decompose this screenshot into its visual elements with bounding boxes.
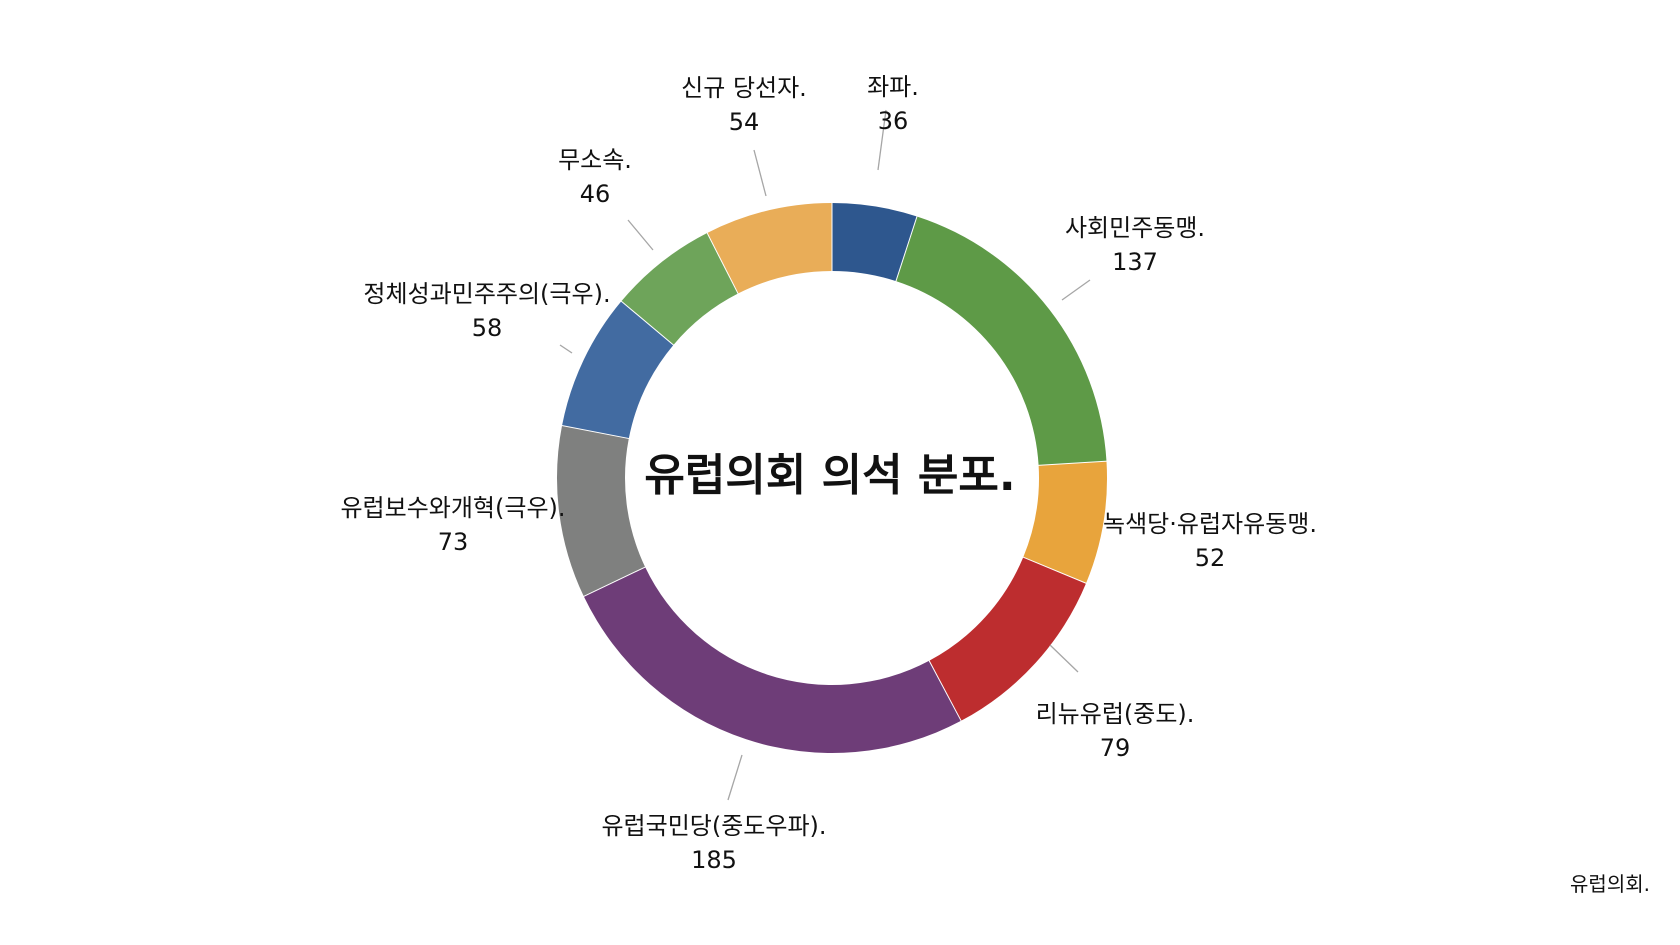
slice-separator-7 (560, 424, 630, 440)
chart-title: 유럽의회 의석 분포. (644, 450, 1015, 501)
slice-separator-8 (620, 300, 675, 346)
slice-label-name-9: 신규 당선자. (681, 74, 807, 102)
slice-label-name-5: 유럽국민당(중도우파). (601, 812, 826, 840)
slice-label-value-1: 36 (878, 107, 909, 135)
pie-slice-1 (832, 203, 917, 282)
slice-label-name-7: 정체성과민주주의(극우). (363, 280, 610, 308)
slice-label-value-8: 46 (580, 180, 611, 208)
slice-label-value-2: 137 (1112, 248, 1158, 276)
labels-layer: 좌파. 36 사회민주동맹. 137 녹색당·유럽자유동맹. 52 리뉴유럽(중도). 79 유… (340, 73, 1317, 874)
leader-lines-layer (559, 109, 1091, 801)
pie-slice-3 (1023, 461, 1107, 584)
slice-label-value-7: 58 (472, 314, 503, 342)
pie-slice-7 (562, 301, 674, 439)
slice-label-name-2: 사회민주동맹. (1065, 214, 1205, 242)
pie-slice-9 (707, 203, 832, 294)
source-note: 유럽의회. (1570, 872, 1650, 896)
slice-label-name-8: 무소속. (558, 146, 632, 174)
slice-separator-3 (1037, 460, 1108, 466)
leader-line-5 (727, 754, 743, 801)
slice-label-name-1: 좌파. (867, 73, 919, 101)
slice-separator-4 (1022, 556, 1088, 585)
leader-line-7 (559, 344, 573, 354)
slice-label-value-6: 73 (438, 528, 469, 556)
pie-slice-5 (583, 567, 962, 754)
slice-separator-6 (582, 566, 647, 598)
slice-label-value-3: 52 (1195, 544, 1226, 572)
pie-slice-2 (895, 216, 1107, 466)
slices-layer (557, 202, 1108, 754)
slice-label-name-4: 리뉴유럽(중도). (1036, 700, 1195, 728)
slice-separator-5 (928, 659, 963, 722)
pie-slice-8 (621, 232, 739, 345)
slice-label-name-3: 녹색당·유럽자유동맹. (1103, 510, 1317, 538)
leader-line-8 (627, 219, 654, 251)
pie-slice-6 (557, 425, 646, 597)
pie-slice-4 (929, 557, 1087, 721)
slice-separator-2 (895, 215, 918, 283)
leader-line-4 (1049, 644, 1079, 673)
slice-label-value-4: 79 (1100, 734, 1131, 762)
slice-separator-9 (706, 231, 739, 295)
slice-label-name-6: 유럽보수와개혁(극우). (340, 494, 565, 522)
slice-label-value-5: 185 (691, 846, 737, 874)
leader-line-1 (877, 109, 887, 171)
slice-label-value-9: 54 (729, 108, 760, 136)
leader-line-9 (753, 149, 767, 197)
leader-line-2 (1061, 279, 1091, 301)
